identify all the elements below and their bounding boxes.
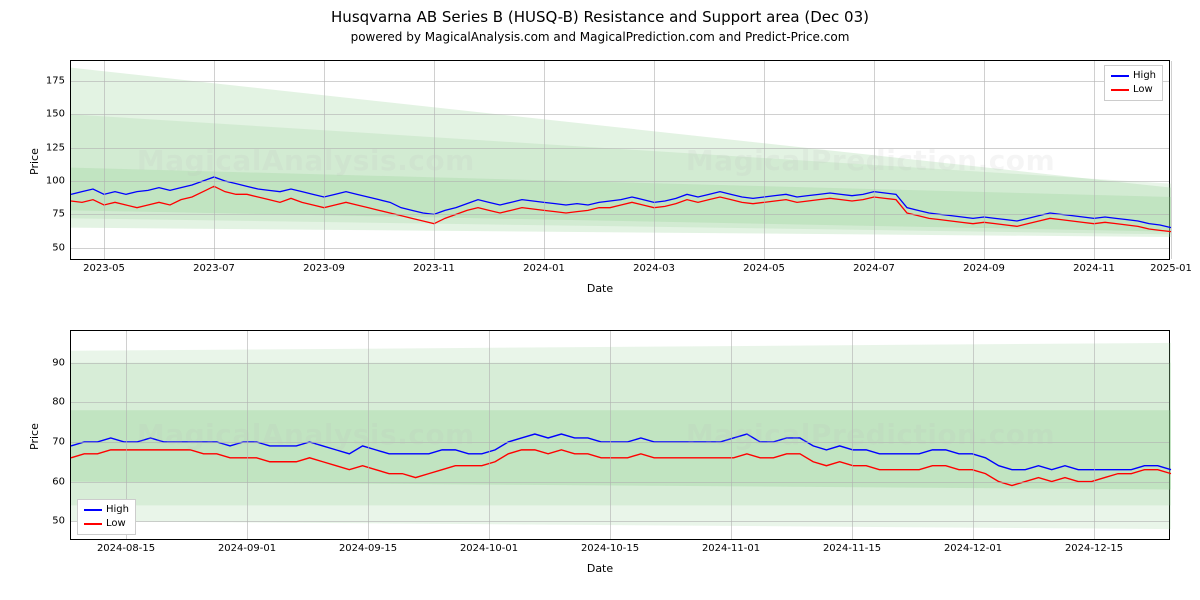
top-x-axis-label: Date — [0, 282, 1200, 295]
grid-line-vertical — [489, 331, 490, 539]
y-tick-label: 75 — [52, 209, 71, 220]
grid-line-vertical — [214, 61, 215, 259]
grid-line-vertical — [247, 331, 248, 539]
y-tick-label: 90 — [52, 357, 71, 368]
y-tick-label: 60 — [52, 476, 71, 487]
x-tick-label: 2024-10-15 — [581, 539, 639, 554]
legend-label: Low — [1133, 83, 1153, 97]
grid-line-horizontal — [71, 214, 1169, 215]
grid-line-vertical — [1094, 331, 1095, 539]
legend-label: High — [1133, 69, 1156, 83]
legend: HighLow — [77, 499, 136, 535]
y-tick-label: 100 — [46, 176, 71, 187]
grid-line-vertical — [984, 61, 985, 259]
top-chart-plot — [71, 61, 1169, 259]
grid-line-vertical — [544, 61, 545, 259]
legend-item: High — [1111, 69, 1156, 83]
legend-swatch — [84, 509, 102, 511]
legend-label: Low — [106, 517, 126, 531]
grid-line-vertical — [1171, 61, 1172, 259]
support-resistance-band — [71, 410, 1171, 489]
grid-line-horizontal — [71, 442, 1169, 443]
legend-swatch — [1111, 75, 1129, 77]
x-tick-label: 2024-01 — [523, 259, 565, 274]
x-tick-label: 2025-01 — [1150, 259, 1192, 274]
top-y-axis-label: Price — [28, 148, 41, 175]
grid-line-vertical — [764, 61, 765, 259]
legend-label: High — [106, 503, 129, 517]
x-tick-label: 2024-09-15 — [339, 539, 397, 554]
x-tick-label: 2024-07 — [853, 259, 895, 274]
grid-line-horizontal — [71, 148, 1169, 149]
x-tick-label: 2023-07 — [193, 259, 235, 274]
bottom-x-axis-label: Date — [0, 562, 1200, 575]
legend-swatch — [84, 523, 102, 525]
grid-line-horizontal — [71, 114, 1169, 115]
grid-line-vertical — [1094, 61, 1095, 259]
figure: Husqvarna AB Series B (HUSQ-B) Resistanc… — [0, 0, 1200, 600]
grid-line-horizontal — [71, 521, 1169, 522]
bottom-chart-panel: 50607080902024-08-152024-09-012024-09-15… — [70, 330, 1170, 540]
x-tick-label: 2023-09 — [303, 259, 345, 274]
y-tick-label: 175 — [46, 76, 71, 87]
x-tick-label: 2024-09-01 — [218, 539, 276, 554]
grid-line-vertical — [852, 331, 853, 539]
legend-swatch — [1111, 89, 1129, 91]
y-tick-label: 50 — [52, 516, 71, 527]
x-tick-label: 2024-09 — [963, 259, 1005, 274]
x-tick-label: 2024-03 — [633, 259, 675, 274]
grid-line-vertical — [610, 331, 611, 539]
x-tick-label: 2023-05 — [83, 259, 125, 274]
x-tick-label: 2024-12-01 — [944, 539, 1002, 554]
y-tick-label: 150 — [46, 109, 71, 120]
grid-line-horizontal — [71, 363, 1169, 364]
bottom-y-axis-label: Price — [28, 423, 41, 450]
grid-line-horizontal — [71, 482, 1169, 483]
x-tick-label: 2023-11 — [413, 259, 455, 274]
y-tick-label: 125 — [46, 142, 71, 153]
legend-item: High — [84, 503, 129, 517]
legend-item: Low — [1111, 83, 1156, 97]
top-chart-panel: 50751001251501752023-052023-072023-09202… — [70, 60, 1170, 260]
x-tick-label: 2024-10-01 — [460, 539, 518, 554]
grid-line-vertical — [368, 331, 369, 539]
grid-line-horizontal — [71, 181, 1169, 182]
grid-line-vertical — [104, 61, 105, 259]
grid-line-horizontal — [71, 402, 1169, 403]
grid-line-vertical — [731, 331, 732, 539]
grid-line-horizontal — [71, 81, 1169, 82]
chart-subtitle: powered by MagicalAnalysis.com and Magic… — [0, 30, 1200, 44]
grid-line-vertical — [324, 61, 325, 259]
legend-item: Low — [84, 517, 129, 531]
x-tick-label: 2024-12-15 — [1065, 539, 1123, 554]
x-tick-label: 2024-05 — [743, 259, 785, 274]
x-tick-label: 2024-11-15 — [823, 539, 881, 554]
y-tick-label: 70 — [52, 436, 71, 447]
grid-line-vertical — [874, 61, 875, 259]
x-tick-label: 2024-08-15 — [97, 539, 155, 554]
y-tick-label: 50 — [52, 242, 71, 253]
grid-line-vertical — [973, 331, 974, 539]
chart-title: Husqvarna AB Series B (HUSQ-B) Resistanc… — [0, 8, 1200, 26]
grid-line-vertical — [654, 61, 655, 259]
x-tick-label: 2024-11 — [1073, 259, 1115, 274]
y-tick-label: 80 — [52, 397, 71, 408]
grid-line-vertical — [434, 61, 435, 259]
grid-line-horizontal — [71, 248, 1169, 249]
legend: HighLow — [1104, 65, 1163, 101]
x-tick-label: 2024-11-01 — [702, 539, 760, 554]
